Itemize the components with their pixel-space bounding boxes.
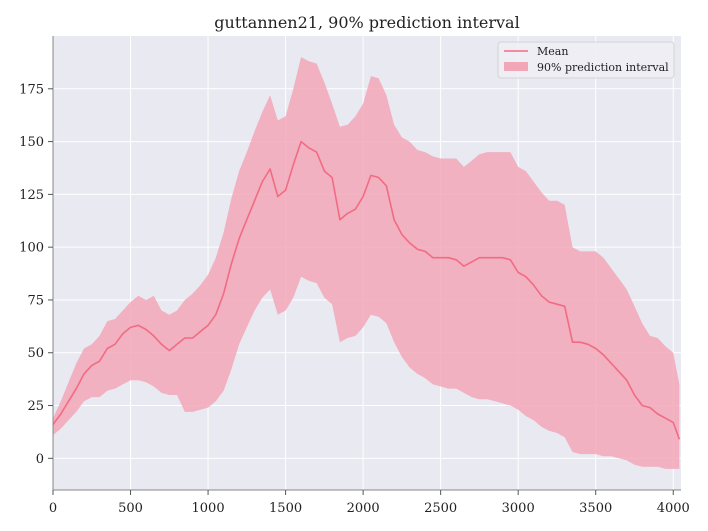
y-tick-label: 175 [19,82,44,97]
y-axis: 0 25 50 75 100 125 150 175 [19,82,53,467]
legend-mean-label: Mean [537,45,568,58]
legend: Mean 90% prediction interval [497,41,675,79]
x-tick-label: 2000 [347,501,380,516]
x-tick-label: 3500 [579,501,612,516]
x-tick-label: 1000 [192,501,225,516]
y-tick-label: 0 [36,452,44,467]
prediction-interval-band [53,57,680,469]
y-tick-label: 25 [27,399,44,414]
y-tick-label: 125 [19,188,44,203]
x-tick-label: 4000 [657,501,690,516]
x-tick-label: 2500 [424,501,457,516]
legend-box [497,41,675,79]
mean-line [52,140,681,440]
x-axis: 0 500 1000 1500 2000 2500 3000 3500 4000 [49,490,690,516]
axes [52,36,681,491]
x-tick-label: 1500 [269,501,302,516]
chart-title: guttannen21, 90% prediction interval [214,13,519,32]
legend-band-swatch [504,62,528,71]
legend-band-label: 90% prediction interval [537,61,669,74]
y-tick-label: 150 [19,135,44,150]
x-tick-label: 500 [118,501,143,516]
y-tick-label: 50 [27,346,44,361]
x-tick-label: 3000 [502,501,535,516]
y-tick-label: 75 [27,293,44,308]
x-tick-label: 0 [49,501,57,516]
y-tick-label: 100 [19,241,44,256]
